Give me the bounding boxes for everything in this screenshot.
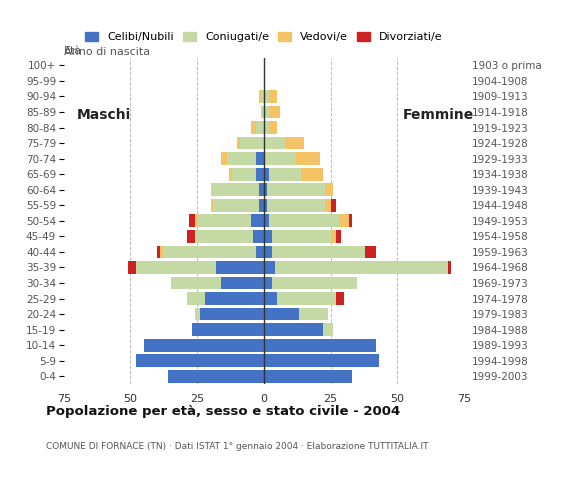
Bar [259, 199, 264, 212]
Bar [269, 121, 277, 134]
Bar [256, 245, 264, 258]
Bar [227, 152, 256, 165]
Bar [267, 183, 325, 196]
Bar [285, 137, 304, 149]
Bar [136, 354, 264, 367]
Bar [325, 199, 331, 212]
Bar [264, 308, 299, 321]
Text: Età: Età [64, 46, 82, 56]
Bar [336, 292, 344, 305]
Bar [229, 168, 232, 180]
Legend: Celibi/Nubili, Coniugati/e, Vedovi/e, Divorziati/e: Celibi/Nubili, Coniugati/e, Vedovi/e, Di… [81, 27, 447, 47]
Bar [325, 183, 334, 196]
Bar [162, 245, 256, 258]
Text: Maschi: Maschi [77, 108, 132, 122]
Bar [157, 245, 160, 258]
Bar [216, 261, 264, 274]
Bar [144, 339, 264, 351]
Bar [264, 168, 269, 180]
Bar [128, 261, 136, 274]
Bar [221, 276, 264, 289]
Bar [232, 168, 256, 180]
Bar [213, 199, 259, 212]
Bar [194, 308, 200, 321]
Bar [264, 152, 296, 165]
Bar [200, 308, 264, 321]
Bar [264, 90, 269, 103]
Text: Popolazione per età, sesso e stato civile - 2004: Popolazione per età, sesso e stato civil… [46, 405, 401, 418]
Bar [264, 261, 274, 274]
Bar [264, 245, 272, 258]
Bar [168, 370, 264, 383]
Bar [264, 339, 376, 351]
Bar [264, 354, 379, 367]
Bar [269, 168, 301, 180]
Bar [259, 90, 261, 103]
Bar [264, 292, 277, 305]
Bar [261, 106, 264, 119]
Bar [205, 292, 264, 305]
Bar [256, 168, 264, 180]
Bar [264, 215, 269, 227]
Bar [448, 261, 451, 274]
Bar [211, 199, 213, 212]
Text: Anno di nascita: Anno di nascita [64, 47, 150, 57]
Bar [194, 230, 253, 243]
Bar [272, 230, 331, 243]
Bar [272, 245, 365, 258]
Bar [269, 90, 277, 103]
Bar [160, 245, 162, 258]
Bar [269, 215, 339, 227]
Bar [237, 137, 240, 149]
Bar [264, 121, 269, 134]
Bar [339, 215, 349, 227]
Bar [256, 152, 264, 165]
Bar [251, 215, 264, 227]
Bar [251, 121, 256, 134]
Text: Femmine: Femmine [403, 108, 474, 122]
Bar [322, 323, 333, 336]
Bar [365, 245, 376, 258]
Bar [253, 230, 264, 243]
Bar [259, 183, 264, 196]
Bar [277, 292, 336, 305]
Bar [187, 292, 205, 305]
Bar [299, 308, 328, 321]
Bar [331, 199, 336, 212]
Bar [301, 168, 322, 180]
Bar [336, 230, 341, 243]
Bar [267, 199, 325, 212]
Bar [187, 230, 194, 243]
Bar [272, 276, 357, 289]
Bar [264, 370, 352, 383]
Bar [264, 137, 285, 149]
Bar [211, 183, 259, 196]
Bar [264, 183, 267, 196]
Bar [264, 106, 269, 119]
Bar [192, 323, 264, 336]
Bar [264, 276, 272, 289]
Text: COMUNE DI FORNACE (TN) · Dati ISTAT 1° gennaio 2004 · Elaborazione TUTTITALIA.IT: COMUNE DI FORNACE (TN) · Dati ISTAT 1° g… [46, 442, 429, 451]
Bar [136, 261, 216, 274]
Bar [189, 215, 194, 227]
Bar [264, 323, 322, 336]
Bar [349, 215, 352, 227]
Bar [240, 137, 264, 149]
Bar [256, 121, 264, 134]
Bar [221, 152, 227, 165]
Bar [264, 230, 272, 243]
Bar [261, 90, 264, 103]
Bar [194, 215, 197, 227]
Bar [171, 276, 221, 289]
Bar [264, 199, 267, 212]
Bar [296, 152, 320, 165]
Bar [331, 230, 336, 243]
Bar [197, 215, 251, 227]
Bar [269, 106, 280, 119]
Bar [274, 261, 448, 274]
